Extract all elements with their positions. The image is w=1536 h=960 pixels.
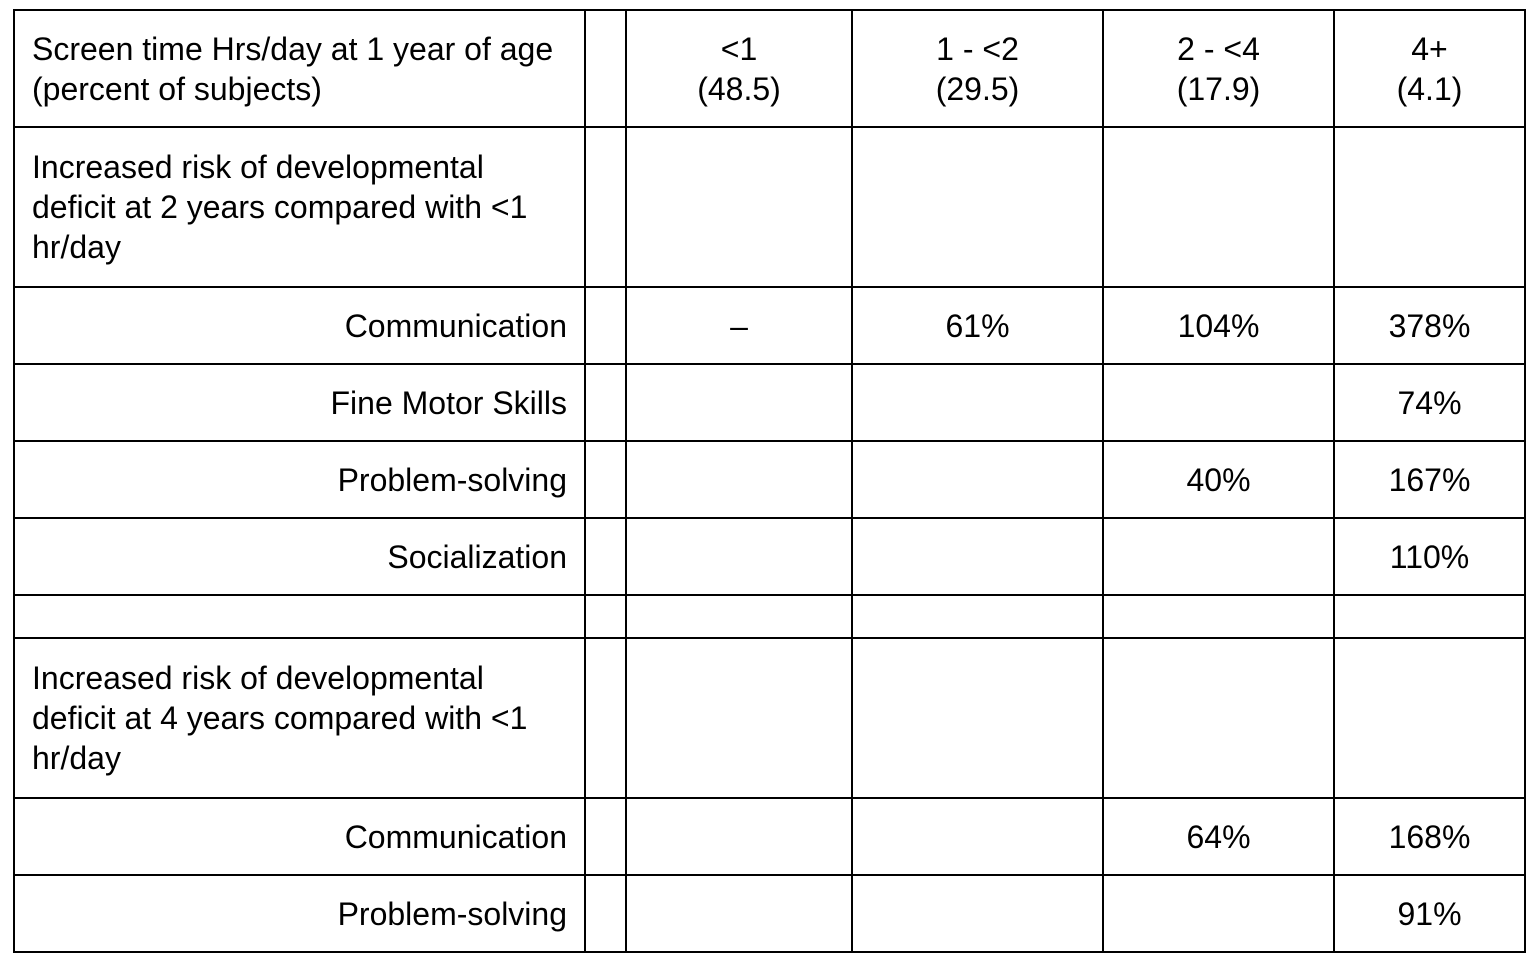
spacer-cell — [584, 9, 627, 128]
value-cell: 74% — [1333, 363, 1526, 442]
header-cell-1-to-2: 1 - <2 (29.5) — [851, 9, 1104, 128]
empty-cell — [1333, 594, 1526, 639]
spacer-cell — [584, 517, 627, 596]
header-percent: (48.5) — [697, 70, 781, 107]
empty-cell — [1102, 637, 1335, 799]
value-cell: – — [625, 286, 853, 365]
table-row: Problem-solving 91% — [13, 874, 1526, 953]
empty-cell — [625, 126, 853, 288]
spacer-cell — [584, 126, 627, 288]
value-cell — [1102, 874, 1335, 953]
empty-cell — [1333, 126, 1526, 288]
table-row: Communication 64% 168% — [13, 797, 1526, 876]
value-cell — [1102, 363, 1335, 442]
value-cell: 61% — [851, 286, 1104, 365]
value-cell — [625, 797, 853, 876]
spacer-cell — [584, 363, 627, 442]
value-cell: 91% — [1333, 874, 1526, 953]
header-label: Screen time Hrs/day at 1 year of age (pe… — [13, 9, 586, 128]
value-cell — [851, 874, 1104, 953]
value-cell — [625, 440, 853, 519]
empty-cell — [13, 594, 586, 639]
blank-row — [13, 594, 1526, 639]
row-label: Communication — [13, 286, 586, 365]
value-cell — [1102, 517, 1335, 596]
section-title: Increased risk of developmental deficit … — [13, 126, 586, 288]
header-cell-2-to-4: 2 - <4 (17.9) — [1102, 9, 1335, 128]
spacer-cell — [584, 594, 627, 639]
spacer-cell — [584, 874, 627, 953]
row-label: Socialization — [13, 517, 586, 596]
empty-cell — [851, 594, 1104, 639]
header-cell-under-1: <1 (48.5) — [625, 9, 853, 128]
value-cell — [851, 363, 1104, 442]
value-cell: 110% — [1333, 517, 1526, 596]
empty-cell — [625, 594, 853, 639]
value-cell — [851, 797, 1104, 876]
row-label: Fine Motor Skills — [13, 363, 586, 442]
value-cell — [625, 363, 853, 442]
section-title-row: Increased risk of developmental deficit … — [13, 126, 1526, 288]
empty-cell — [1333, 637, 1526, 799]
header-cell-4-plus: 4+ (4.1) — [1333, 9, 1526, 128]
row-label: Problem-solving — [13, 874, 586, 953]
value-cell: 378% — [1333, 286, 1526, 365]
row-label: Problem-solving — [13, 440, 586, 519]
header-percent: (29.5) — [935, 70, 1020, 107]
header-range: 4+ — [1411, 30, 1448, 67]
spacer-cell — [584, 440, 627, 519]
value-cell — [851, 440, 1104, 519]
header-range: <1 — [720, 30, 758, 67]
table-row: Socialization 110% — [13, 517, 1526, 596]
table-row: Fine Motor Skills 74% — [13, 363, 1526, 442]
table-row: Communication – 61% 104% 378% — [13, 286, 1526, 365]
empty-cell — [625, 637, 853, 799]
value-cell: 64% — [1102, 797, 1335, 876]
screen-time-risk-table: Screen time Hrs/day at 1 year of age (pe… — [13, 9, 1526, 953]
value-cell — [625, 874, 853, 953]
row-label: Communication — [13, 797, 586, 876]
value-cell: 168% — [1333, 797, 1526, 876]
value-cell: 40% — [1102, 440, 1335, 519]
value-cell — [851, 517, 1104, 596]
value-cell — [625, 517, 853, 596]
header-row: Screen time Hrs/day at 1 year of age (pe… — [13, 9, 1526, 128]
header-percent: (4.1) — [1396, 70, 1463, 107]
spacer-cell — [584, 286, 627, 365]
section-title-row: Increased risk of developmental deficit … — [13, 637, 1526, 799]
empty-cell — [851, 637, 1104, 799]
spacer-cell — [584, 797, 627, 876]
section-title: Increased risk of developmental deficit … — [13, 637, 586, 799]
value-cell: 104% — [1102, 286, 1335, 365]
value-cell: 167% — [1333, 440, 1526, 519]
header-range: 1 - <2 — [936, 30, 1019, 67]
header-range: 2 - <4 — [1177, 30, 1260, 67]
empty-cell — [1102, 594, 1335, 639]
table-row: Problem-solving 40% 167% — [13, 440, 1526, 519]
empty-cell — [851, 126, 1104, 288]
header-percent: (17.9) — [1176, 70, 1261, 107]
spacer-cell — [584, 637, 627, 799]
empty-cell — [1102, 126, 1335, 288]
